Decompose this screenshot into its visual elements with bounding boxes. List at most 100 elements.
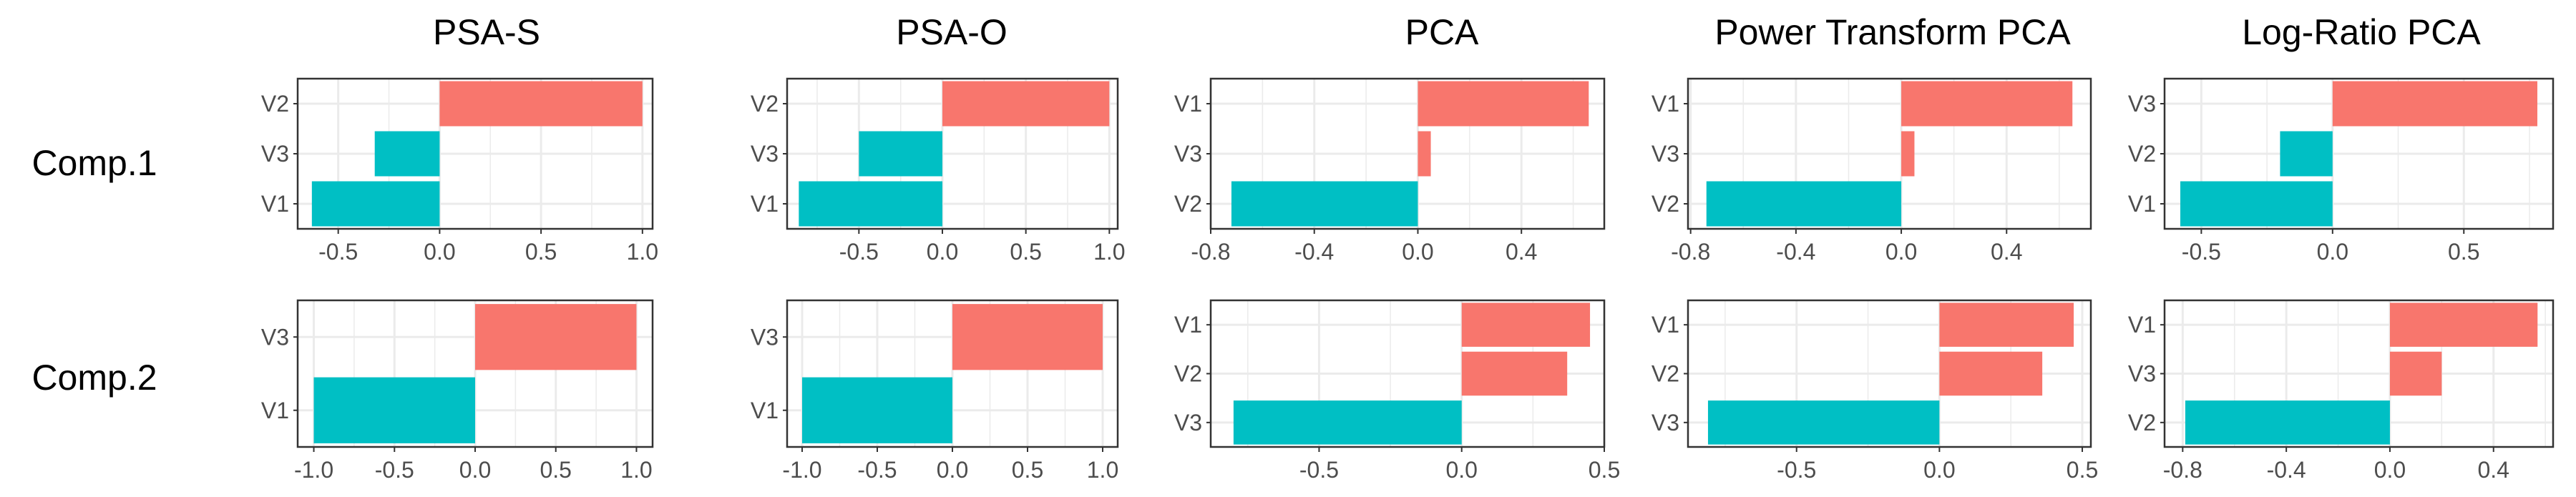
column-title-pca: PCA <box>1405 12 1479 52</box>
bar-v3 <box>2389 351 2442 396</box>
y-tick-label-v3: V3 <box>1652 141 1679 167</box>
bar-v2 <box>2280 131 2333 177</box>
x-tick-label: -0.5 <box>2182 239 2221 265</box>
y-tick-label-v3: V3 <box>1174 410 1202 436</box>
bar-v1 <box>2389 302 2538 347</box>
bar-v1 <box>802 377 952 443</box>
y-tick-label-v2: V2 <box>1652 191 1679 217</box>
x-tick-label: 0.5 <box>1589 457 1620 483</box>
panel-border <box>1687 299 2092 448</box>
x-tick-label: -0.5 <box>318 239 358 265</box>
y-tick-label-v1: V1 <box>751 398 779 423</box>
y-tick-label-v3: V3 <box>2128 91 2156 117</box>
x-tick-label: 0.0 <box>459 457 491 483</box>
column-title-log-ratio-pca: Log-Ratio PCA <box>2242 12 2481 52</box>
y-tick-label-v1: V1 <box>2128 191 2156 217</box>
y-tick-label-v3: V3 <box>751 141 779 167</box>
y-tick-label-v3: V3 <box>261 324 289 350</box>
panels: V2 V3 V1 -0.5 0.0 0.5 1.0 V2 V3 V1 -0.5 0.0 0.5 1.0 V1… <box>261 77 2555 483</box>
x-tick-label: -0.5 <box>1777 457 1816 483</box>
bar-v3 <box>475 304 637 370</box>
panel-border <box>1687 77 2092 230</box>
y-tick-label-v3: V3 <box>1652 410 1679 436</box>
x-tick-label: -0.8 <box>2163 457 2202 483</box>
bar-v3 <box>1901 131 1915 177</box>
x-tick-label: -0.4 <box>1294 239 1334 265</box>
bar-v2 <box>2185 400 2390 445</box>
bar-v3 <box>2332 81 2537 127</box>
bar-v3 <box>952 304 1103 370</box>
column-title-psa-o: PSA-O <box>896 12 1008 52</box>
panel-comp-2-psa-s: V3 V1 -1.0 -0.5 0.0 0.5 1.0 <box>261 299 654 483</box>
x-tick-label: 0.5 <box>1010 239 1041 265</box>
x-tick-label: 0.0 <box>1402 239 1433 265</box>
bar-v2 <box>1939 351 2043 396</box>
y-tick-label-v1: V1 <box>261 398 289 423</box>
bar-v3 <box>1707 400 1940 445</box>
panel-comp-1-pca: V1 V3 V2 -0.8 -0.4 0.0 0.4 <box>1174 77 1606 265</box>
x-tick-label: 0.5 <box>525 239 557 265</box>
bar-v2 <box>942 81 1110 127</box>
y-tick-label-v3: V3 <box>2128 361 2156 387</box>
y-tick-label-v1: V1 <box>261 191 289 217</box>
x-tick-label: 0.4 <box>2477 457 2509 483</box>
bar-v3 <box>374 131 440 177</box>
y-tick-label-v2: V2 <box>1174 191 1202 217</box>
y-tick-label-v2: V2 <box>2128 410 2156 436</box>
x-tick-label: 0.0 <box>927 239 958 265</box>
row-labels: Comp.1 Comp.2 <box>31 143 157 398</box>
bar-v3 <box>859 131 942 177</box>
x-tick-label: 0.0 <box>1885 239 1917 265</box>
panel-border <box>296 299 654 448</box>
y-tick-label-v3: V3 <box>1174 141 1202 167</box>
x-tick-label: 0.0 <box>2317 239 2348 265</box>
x-tick-label: 0.5 <box>540 457 571 483</box>
bar-v2 <box>1231 181 1418 227</box>
panel-comp-1-power-transform-pca: V1 V3 V2 -0.8 -0.4 0.0 0.4 <box>1652 77 2092 265</box>
bar-v3 <box>1418 131 1431 177</box>
x-tick-label: 0.5 <box>2448 239 2479 265</box>
x-tick-label: 0.5 <box>2067 457 2098 483</box>
bar-v1 <box>1939 302 2074 347</box>
panel-comp-2-psa-o: V3 V1 -1.0 -0.5 0.0 0.5 1.0 <box>751 299 1119 483</box>
x-tick-label: 0.5 <box>1012 457 1043 483</box>
x-tick-label: -1.0 <box>782 457 821 483</box>
x-tick-label: -0.5 <box>839 239 879 265</box>
x-tick-label: 0.4 <box>1506 239 1537 265</box>
panel-border <box>2163 77 2555 230</box>
bar-v1 <box>313 377 475 443</box>
y-tick-label-v1: V1 <box>2128 312 2156 338</box>
x-tick-label: -0.8 <box>1191 239 1230 265</box>
x-tick-label: 1.0 <box>1087 457 1118 483</box>
y-tick-label-v2: V2 <box>1174 361 1202 387</box>
bar-v1 <box>1461 302 1591 347</box>
bar-v1 <box>1418 81 1589 127</box>
x-tick-label: 1.0 <box>627 239 658 265</box>
column-title-psa-s: PSA-S <box>433 12 540 52</box>
bar-v1 <box>2180 181 2333 227</box>
panel-comp-2-power-transform-pca: V1 V2 V3 -0.5 0.0 0.5 <box>1652 299 2098 483</box>
panel-comp-1-log-ratio-pca: V3 V2 V1 -0.5 0.0 0.5 <box>2128 77 2555 265</box>
y-tick-label-v1: V1 <box>1174 91 1202 117</box>
x-tick-label: 0.0 <box>937 457 968 483</box>
y-tick-label-v3: V3 <box>751 324 779 350</box>
x-tick-label: -0.5 <box>375 457 414 483</box>
y-tick-label-v2: V2 <box>261 91 289 117</box>
x-tick-label: -1.0 <box>294 457 333 483</box>
x-tick-label: 0.0 <box>2374 457 2406 483</box>
bar-v2 <box>1706 181 1902 227</box>
panel-comp-1-psa-s: V2 V3 V1 -0.5 0.0 0.5 1.0 <box>261 77 658 265</box>
bar-v3 <box>1233 400 1462 445</box>
y-tick-label-v2: V2 <box>2128 141 2156 167</box>
x-tick-label: 1.0 <box>1093 239 1125 265</box>
x-tick-label: 0.4 <box>1991 239 2022 265</box>
bar-v1 <box>1901 81 2073 127</box>
x-tick-label: -0.5 <box>1299 457 1339 483</box>
x-tick-label: -0.4 <box>2267 457 2306 483</box>
x-tick-label: -0.4 <box>1776 239 1815 265</box>
x-tick-label: -0.8 <box>1671 239 1710 265</box>
x-tick-label: -0.5 <box>857 457 897 483</box>
panel-border <box>1209 77 1606 230</box>
row-label-comp-2: Comp.2 <box>31 358 157 398</box>
